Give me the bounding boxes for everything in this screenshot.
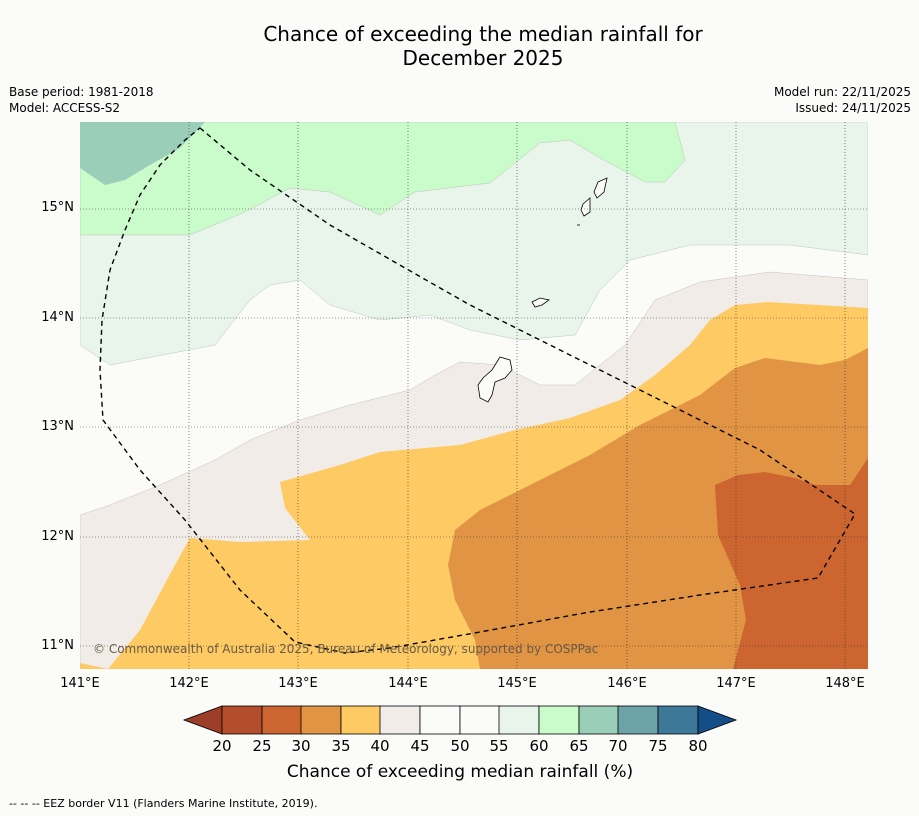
lat-label-13n: 13°N (41, 419, 74, 434)
meta-right: Model run: 22/11/2025 Issued: 24/11/2025 (774, 84, 911, 116)
map-area (80, 122, 868, 669)
colorbar-seg (340, 705, 382, 735)
lon-label-143e: 143°E (278, 676, 318, 691)
base-period: Base period: 1981-2018 (9, 85, 154, 99)
gridlines (80, 122, 868, 669)
colorbar-max-arrow (697, 705, 738, 735)
colorbar-tick: 30 (291, 737, 311, 755)
lon-label-142e: 142°E (169, 676, 209, 691)
lat-label-15n: 15°N (41, 200, 74, 215)
colorbar-seg (459, 705, 501, 735)
title-line-1: Chance of exceeding the median rainfall … (263, 22, 703, 46)
colorbar-title: Chance of exceeding median rainfall (%) (286, 762, 634, 782)
colorbar-tick: 25 (252, 737, 272, 755)
title-line-2: December 2025 (402, 46, 564, 70)
colorbar-seg (261, 705, 303, 735)
colorbar (182, 705, 738, 735)
rota-island (531, 297, 550, 308)
colorbar-seg (419, 705, 461, 735)
map-title: Chance of exceeding the median rainfall … (0, 22, 919, 70)
colorbar-tick: 60 (529, 737, 549, 755)
colorbar-tick: 80 (688, 737, 708, 755)
colorbar-seg (300, 705, 342, 735)
colorbar-tick: 35 (331, 737, 351, 755)
lat-label-14n: 14°N (41, 310, 74, 325)
colorbar-seg (578, 705, 620, 735)
eez-legend-note: -- -- -- EEZ border V11 (Flanders Marine… (9, 797, 318, 810)
colorbar-tick: 40 (370, 737, 390, 755)
lat-label-11n: 11°N (41, 638, 74, 653)
colorbar-seg (617, 705, 659, 735)
band-65-70 (80, 122, 205, 185)
colorbar-seg (379, 705, 421, 735)
lon-label-148e: 148°E (825, 676, 865, 691)
lon-label-144e: 144°E (388, 676, 428, 691)
colorbar-seg (538, 705, 580, 735)
lon-label-145e: 145°E (497, 676, 537, 691)
lon-label-147e: 147°E (716, 676, 756, 691)
colorbar-seg (657, 705, 699, 735)
colorbar-tick: 20 (212, 737, 232, 755)
band-60-65 (80, 122, 686, 236)
colorbar-seg (221, 705, 263, 735)
eez-border (99, 127, 856, 654)
model-run: Model run: 22/11/2025 (773, 85, 911, 99)
saipan-island (593, 177, 608, 199)
issued-date: Issued: 24/11/2025 (795, 101, 911, 115)
colorbar-seg (498, 705, 540, 735)
colorbar-tick: 75 (648, 737, 668, 755)
band-35-40-corner (80, 663, 108, 669)
colorbar-min-arrow (182, 705, 223, 735)
lon-label-141e: 141°E (60, 676, 100, 691)
colorbar-tick: 55 (489, 737, 509, 755)
band-25-30 (715, 458, 868, 669)
colorbar-tick: 45 (410, 737, 430, 755)
colorbar-tick: 70 (608, 737, 628, 755)
colorbar-tick: 50 (450, 737, 470, 755)
guam-island (477, 356, 513, 403)
copyright-notice: © Commonwealth of Australia 2025, Bureau… (93, 642, 599, 656)
model-name: Model: ACCESS-S2 (9, 101, 121, 115)
lat-label-12n: 12°N (41, 529, 74, 544)
lon-label-146e: 146°E (607, 676, 647, 691)
colorbar-tick: 65 (569, 737, 589, 755)
meta-left: Base period: 1981-2018 Model: ACCESS-S2 (9, 84, 154, 116)
